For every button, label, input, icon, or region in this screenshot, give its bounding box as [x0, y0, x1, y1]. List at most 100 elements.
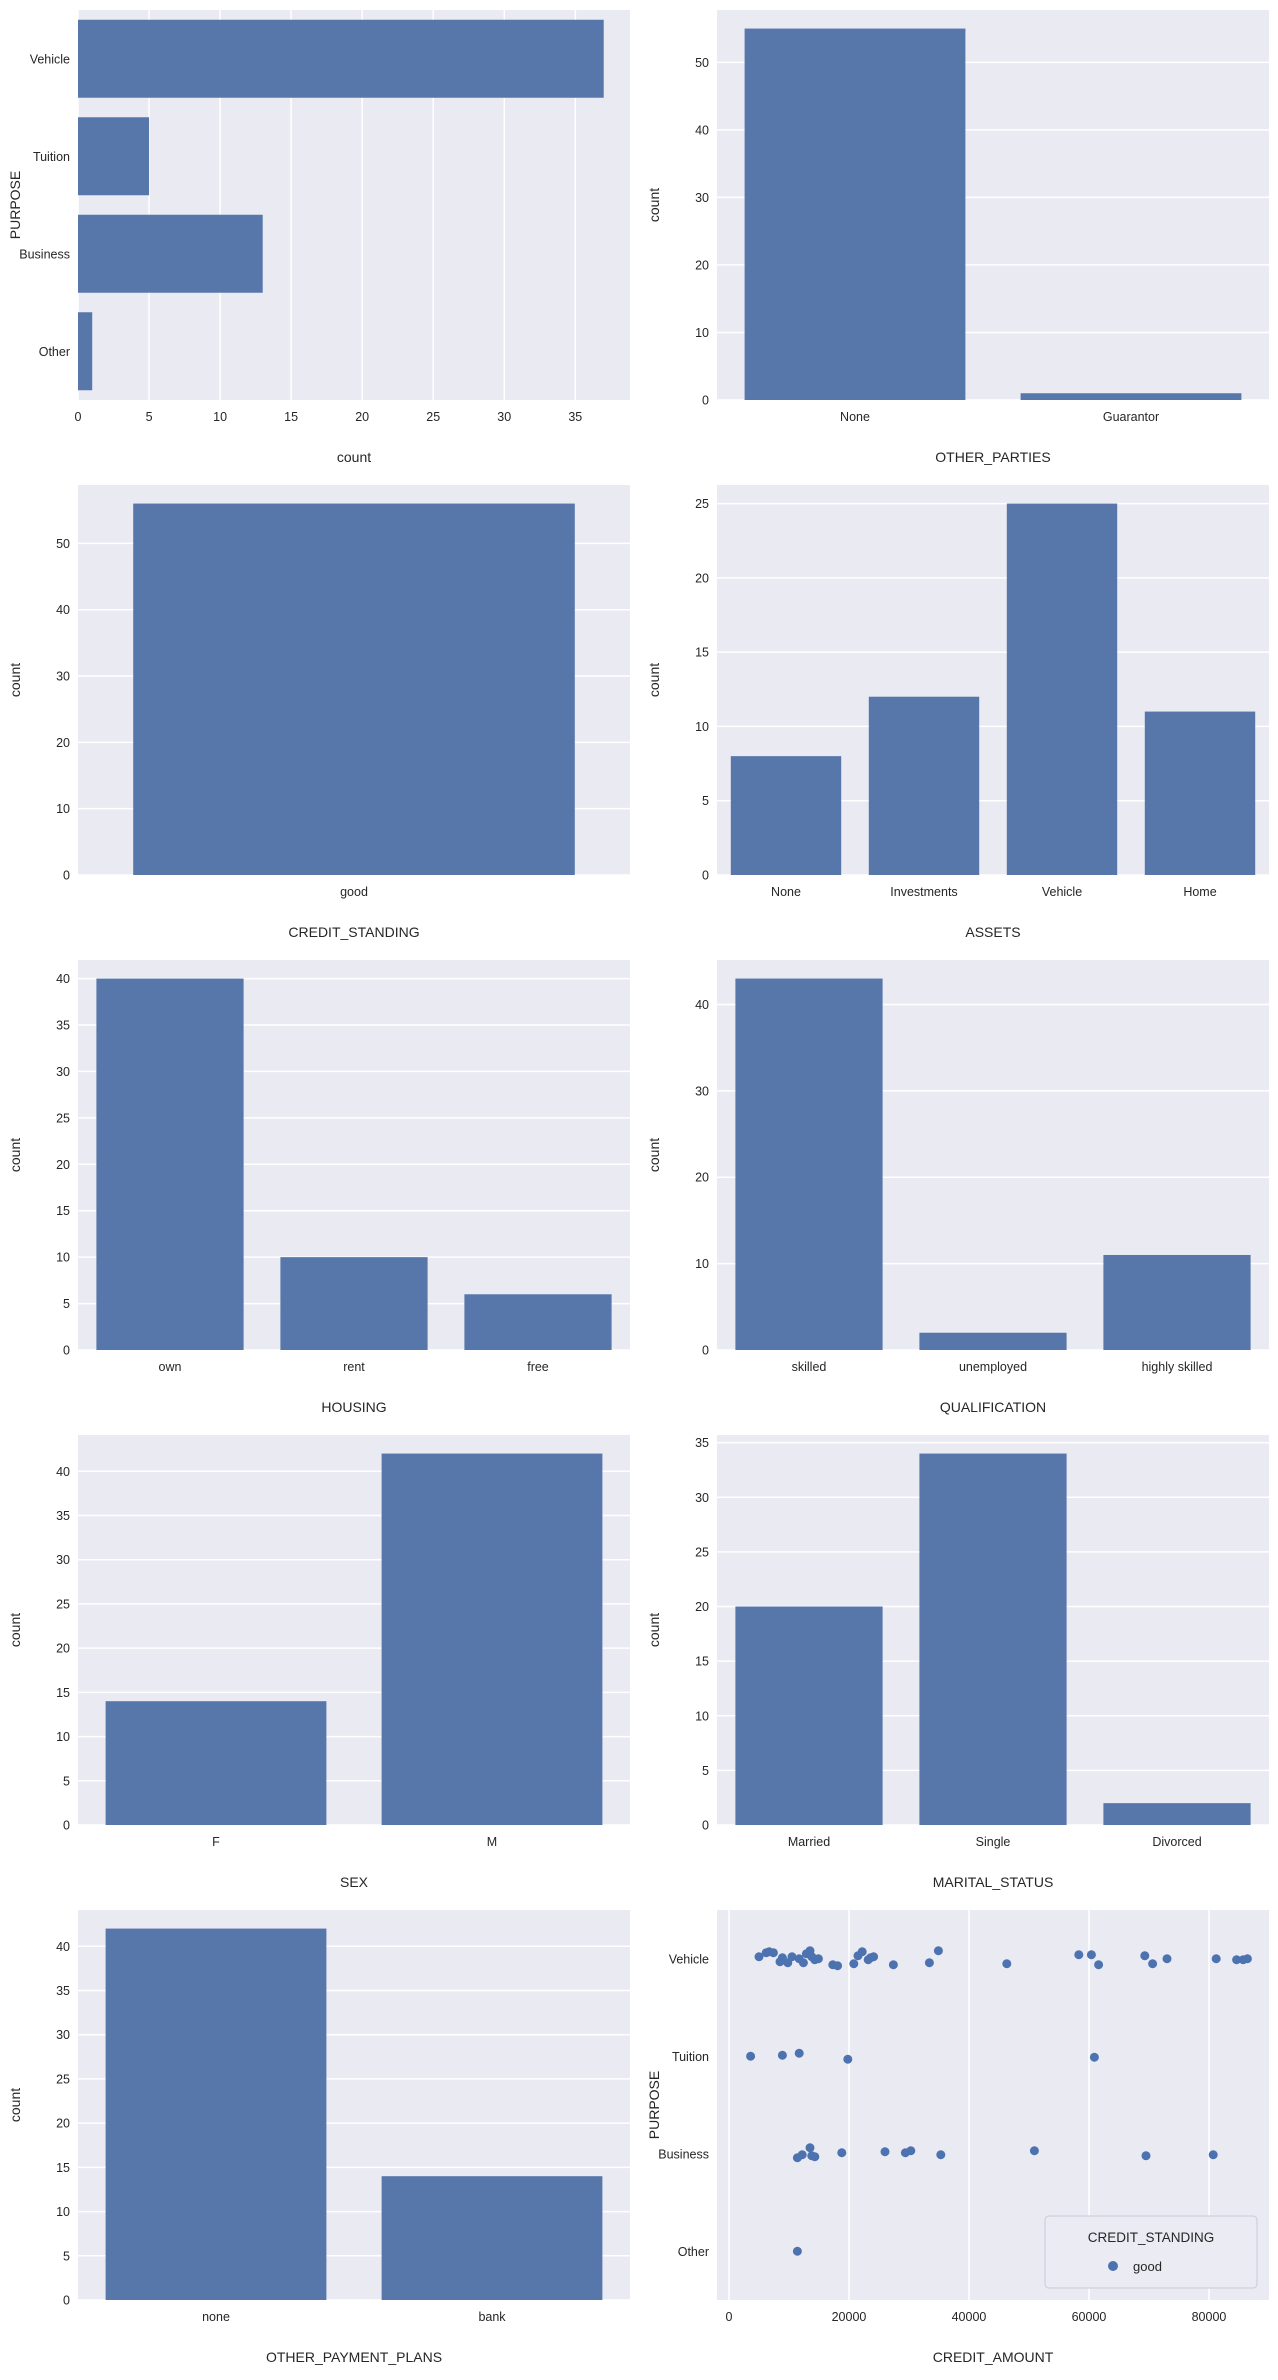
x-tick-10: 10 [213, 410, 227, 424]
point-Vehicle [833, 1961, 843, 1971]
plot-purpose: Vehicle Tuition Business Other 0 5 10 15 20 25 30 3… [7, 10, 630, 465]
chart-credit-standing-countplot: 0 10 20 30 40 50 good CREDIT_STANDING count [0, 475, 639, 950]
x-tick-25: 25 [426, 410, 440, 424]
bar-Single [919, 1453, 1067, 1825]
y-tick-25: 25 [56, 1597, 70, 1611]
y-tick-labels: 0 10 20 30 40 50 [695, 56, 709, 408]
y-tick-20: 20 [56, 2117, 70, 2131]
chart-marital-status-countplot: 0 5 10 15 20 25 30 35 Married Single Divorced MARIT… [639, 1425, 1278, 1900]
point-Vehicle [924, 1958, 934, 1968]
y-tick-20: 20 [56, 736, 70, 750]
y-tick-labels: 0 10 20 30 40 [695, 998, 709, 1358]
x-tick-bank: bank [478, 2310, 506, 2324]
y-tick-40: 40 [56, 972, 70, 986]
point-Other [792, 2246, 802, 2256]
bar-unemployed [919, 1332, 1067, 1350]
legend-box [1044, 2215, 1258, 2289]
x-tick-15: 15 [284, 410, 298, 424]
y-tick-30: 30 [695, 1491, 709, 1505]
bar-Tuition [78, 117, 150, 196]
bar-Investments [868, 696, 980, 875]
y-tick-20: 20 [695, 258, 709, 272]
y-axis-label: count [7, 663, 23, 697]
y-tick-25: 25 [695, 1545, 709, 1559]
bar-none [105, 1928, 327, 2300]
y-tick-labels: 0 5 10 15 20 25 30 35 40 [56, 1465, 70, 1833]
x-tick-labels: none bank [202, 2310, 506, 2324]
point-Vehicle [1002, 1959, 1012, 1969]
y-tick-10: 10 [695, 1709, 709, 1723]
y-axis-label: count [7, 1613, 23, 1647]
y-tick-40: 40 [695, 998, 709, 1012]
point-Vehicle [1232, 1955, 1242, 1965]
y-tick-15: 15 [695, 646, 709, 660]
y-axis-label: count [646, 1613, 662, 1647]
x-tick-labels: 0 5 10 15 20 25 30 35 [75, 410, 583, 424]
x-tick-Home: Home [1183, 885, 1216, 899]
x-tick-Guarantor: Guarantor [1103, 410, 1159, 424]
bar-rent [280, 1257, 428, 1350]
point-Vehicle [933, 1946, 943, 1956]
y-tick-10: 10 [56, 1251, 70, 1265]
x-tick-highly skilled: highly skilled [1142, 1360, 1213, 1374]
y-tick-40: 40 [56, 603, 70, 617]
point-Vehicle [849, 1959, 859, 1969]
bar-Divorced [1103, 1803, 1251, 1825]
bar-Home [1144, 711, 1256, 875]
y-tick-35: 35 [56, 1019, 70, 1033]
bar-free [464, 1294, 612, 1350]
y-tick-40: 40 [695, 123, 709, 137]
bars [105, 1453, 603, 1825]
x-tick-Investments: Investments [890, 885, 957, 899]
y-axis-label: count [7, 2088, 23, 2122]
x-axis-label: MARITAL_STATUS [933, 1874, 1054, 1890]
y-tick-35: 35 [56, 1984, 70, 1998]
y-tick-30: 30 [56, 2028, 70, 2042]
point-Tuition [794, 2048, 804, 2058]
y-tick-labels: 0 5 10 15 20 25 30 35 [695, 1436, 709, 1832]
point-Vehicle [768, 1948, 778, 1958]
y-tick-Business: Business [658, 2147, 709, 2161]
y-tick-35: 35 [56, 1509, 70, 1523]
y-tick-30: 30 [695, 1084, 709, 1098]
x-tick-None: None [771, 885, 801, 899]
x-tick-free: free [527, 1360, 549, 1374]
y-tick-15: 15 [695, 1655, 709, 1669]
bar-Business [78, 214, 263, 293]
y-tick-30: 30 [56, 670, 70, 684]
plot-housing: 0 5 10 15 20 25 30 35 40 own rent free HOUSING count [7, 960, 630, 1415]
y-axis-label: count [7, 1138, 23, 1172]
y-tick-labels: 0 5 10 15 20 25 30 35 40 [56, 972, 70, 1357]
y-axis-label: count [646, 1138, 662, 1172]
x-tick-60000: 60000 [1072, 2310, 1107, 2324]
bars [105, 1928, 603, 2300]
point-Business [805, 2143, 815, 2153]
point-Business [906, 2146, 916, 2156]
y-tick-Tuition: Tuition [672, 2050, 709, 2064]
y-tick-labels: 0 5 10 15 20 25 [695, 497, 709, 882]
y-tick-25: 25 [56, 2072, 70, 2086]
x-tick-0: 0 [75, 410, 82, 424]
point-Vehicle [1140, 1951, 1150, 1961]
x-tick-labels: 0 20000 40000 60000 80000 [726, 2310, 1227, 2324]
y-tick-50: 50 [695, 56, 709, 70]
x-axis-label: QUALIFICATION [940, 1399, 1046, 1415]
x-tick-40000: 40000 [952, 2310, 987, 2324]
y-tick-5: 5 [702, 1764, 709, 1778]
x-tick-labels: own rent free [159, 1360, 549, 1374]
point-Vehicle [1211, 1954, 1221, 1964]
chart-purpose-countplot: Vehicle Tuition Business Other 0 5 10 15 20 25 30 3… [0, 0, 639, 475]
bar-Other [78, 312, 93, 391]
x-tick-20: 20 [355, 410, 369, 424]
legend-marker-good [1108, 2261, 1118, 2271]
x-tick-5: 5 [146, 410, 153, 424]
bars [78, 19, 604, 391]
y-tick-0: 0 [63, 2294, 70, 2308]
y-tick-5: 5 [63, 1297, 70, 1311]
y-tick-40: 40 [56, 1465, 70, 1479]
point-Vehicle [1162, 1954, 1172, 1964]
y-tick-0: 0 [702, 869, 709, 883]
point-Tuition [777, 2050, 787, 2060]
